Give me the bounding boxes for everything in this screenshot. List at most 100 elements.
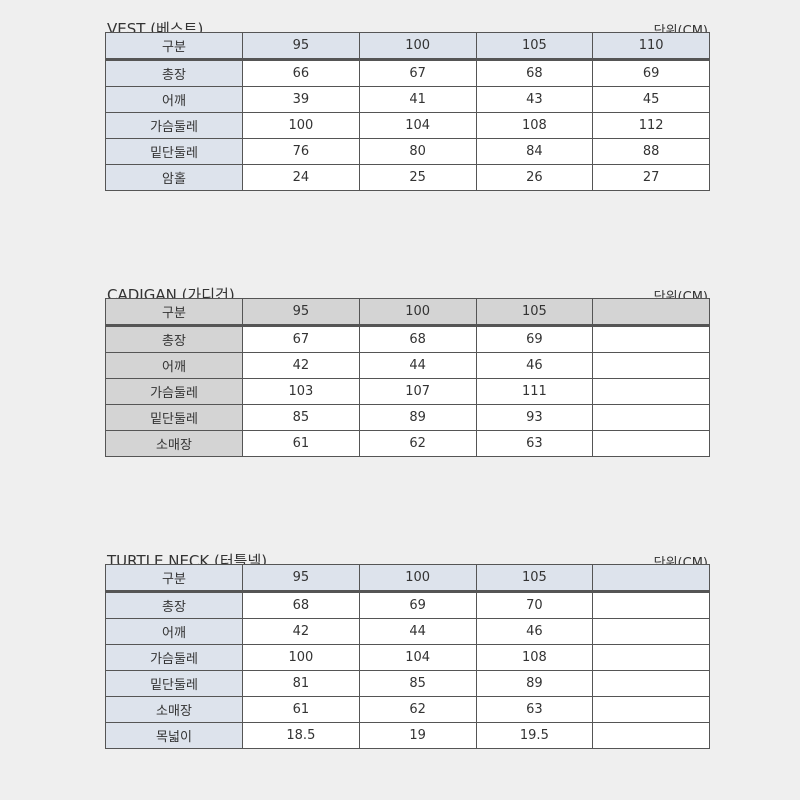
row-label: 어깨 bbox=[105, 86, 243, 113]
table-row: 밑단둘레 76 80 84 88 bbox=[105, 138, 710, 165]
table-cell: 41 bbox=[358, 86, 477, 113]
table-cell: 43 bbox=[475, 86, 594, 113]
row-label: 총장 bbox=[105, 59, 243, 87]
table-cell bbox=[592, 378, 710, 405]
table-cell: 42 bbox=[242, 618, 360, 645]
table-row: 가슴둘레 100 104 108 bbox=[105, 644, 710, 671]
table-row: 가슴둘레 100 104 108 112 bbox=[105, 112, 710, 139]
table-cell: 25 bbox=[358, 164, 477, 191]
table-row: 소매장 61 62 63 bbox=[105, 696, 710, 723]
table-cell: 104 bbox=[358, 644, 477, 671]
table-cell bbox=[592, 404, 710, 431]
table-cell: 61 bbox=[242, 696, 360, 723]
table-row: 어깨 42 44 46 bbox=[105, 618, 710, 645]
row-label: 소매장 bbox=[105, 430, 243, 457]
table-cell: 100 bbox=[242, 644, 360, 671]
table-row: 총장 66 67 68 69 bbox=[105, 59, 710, 87]
table-cell: 68 bbox=[242, 591, 360, 619]
table-cell: 24 bbox=[242, 164, 360, 191]
table-cell bbox=[592, 670, 710, 697]
table-cell: 61 bbox=[242, 430, 360, 457]
table-cell: 69 bbox=[358, 591, 477, 619]
table-row: 목넓이 18.5 19 19.5 bbox=[105, 722, 710, 749]
table-cell: 111 bbox=[475, 378, 594, 405]
table-cell: 85 bbox=[358, 670, 477, 697]
table-row: 어깨 42 44 46 bbox=[105, 352, 710, 379]
table-cell: 63 bbox=[475, 696, 594, 723]
table-cell: 100 bbox=[242, 112, 360, 139]
table-row: 총장 68 69 70 bbox=[105, 591, 710, 619]
table-cell: 44 bbox=[358, 618, 477, 645]
table-cell: 19 bbox=[358, 722, 477, 749]
table-cell: 66 bbox=[242, 59, 360, 87]
table-cell: 108 bbox=[475, 112, 594, 139]
table-cell: 62 bbox=[358, 696, 477, 723]
table-cell: 45 bbox=[592, 86, 710, 113]
row-label: 가슴둘레 bbox=[105, 644, 243, 671]
table-cell: 107 bbox=[358, 378, 477, 405]
table-cell bbox=[592, 618, 710, 645]
table-row: 소매장 61 62 63 bbox=[105, 430, 710, 457]
table-cell: 18.5 bbox=[242, 722, 360, 749]
row-label: 가슴둘레 bbox=[105, 378, 243, 405]
table-cell: 76 bbox=[242, 138, 360, 165]
row-label: 총장 bbox=[105, 591, 243, 619]
table-cell bbox=[592, 430, 710, 457]
table-row: 암홀 24 25 26 27 bbox=[105, 164, 710, 191]
header-cell: 100 bbox=[358, 298, 477, 327]
table-cell: 26 bbox=[475, 164, 594, 191]
header-cell: 110 bbox=[592, 32, 710, 61]
table-cell: 19.5 bbox=[475, 722, 594, 749]
header-cell: 구분 bbox=[105, 298, 243, 327]
header-cell bbox=[592, 298, 710, 327]
table-cell: 42 bbox=[242, 352, 360, 379]
table-cell: 67 bbox=[358, 59, 477, 87]
row-label: 어깨 bbox=[105, 618, 243, 645]
header-cell: 구분 bbox=[105, 32, 243, 61]
table-cell: 44 bbox=[358, 352, 477, 379]
table-row: 밑단둘레 81 85 89 bbox=[105, 670, 710, 697]
header-cell: 95 bbox=[242, 32, 360, 61]
row-label: 밑단둘레 bbox=[105, 138, 243, 165]
table-cell: 89 bbox=[358, 404, 477, 431]
table-row: 가슴둘레 103 107 111 bbox=[105, 378, 710, 405]
header-row: 구분 95 100 105 bbox=[105, 298, 710, 327]
table-cell: 112 bbox=[592, 112, 710, 139]
table-cell: 39 bbox=[242, 86, 360, 113]
header-cell bbox=[592, 564, 710, 593]
table-row: 총장 67 68 69 bbox=[105, 325, 710, 353]
table-cell: 85 bbox=[242, 404, 360, 431]
table-cell bbox=[592, 325, 710, 353]
table-cell: 62 bbox=[358, 430, 477, 457]
row-label: 밑단둘레 bbox=[105, 670, 243, 697]
table-cell: 93 bbox=[475, 404, 594, 431]
table-cell: 63 bbox=[475, 430, 594, 457]
header-row: 구분 95 100 105 bbox=[105, 564, 710, 593]
row-label: 어깨 bbox=[105, 352, 243, 379]
header-cell: 구분 bbox=[105, 564, 243, 593]
header-cell: 105 bbox=[475, 298, 594, 327]
header-cell: 95 bbox=[242, 298, 360, 327]
size-table: 구분 95 100 105 110 총장 66 67 68 69 어깨 39 41 43 45 가슴둘레 100… bbox=[105, 32, 710, 191]
table-cell bbox=[592, 591, 710, 619]
table-cell: 80 bbox=[358, 138, 477, 165]
row-label: 총장 bbox=[105, 325, 243, 353]
table-cell: 27 bbox=[592, 164, 710, 191]
row-label: 목넓이 bbox=[105, 722, 243, 749]
table-cell: 68 bbox=[358, 325, 477, 353]
table-cell: 84 bbox=[475, 138, 594, 165]
size-table: 구분 95 100 105 총장 68 69 70 어깨 42 44 46 가슴둘레 100 104 108 밑… bbox=[105, 564, 710, 749]
table-cell: 46 bbox=[475, 618, 594, 645]
header-cell: 100 bbox=[358, 564, 477, 593]
table-cell: 69 bbox=[475, 325, 594, 353]
table-cell: 69 bbox=[592, 59, 710, 87]
table-cell: 89 bbox=[475, 670, 594, 697]
row-label: 밑단둘레 bbox=[105, 404, 243, 431]
header-cell: 95 bbox=[242, 564, 360, 593]
table-cell bbox=[592, 696, 710, 723]
header-cell: 105 bbox=[475, 32, 594, 61]
table-cell: 104 bbox=[358, 112, 477, 139]
table-cell: 108 bbox=[475, 644, 594, 671]
table-row: 어깨 39 41 43 45 bbox=[105, 86, 710, 113]
table-cell bbox=[592, 722, 710, 749]
